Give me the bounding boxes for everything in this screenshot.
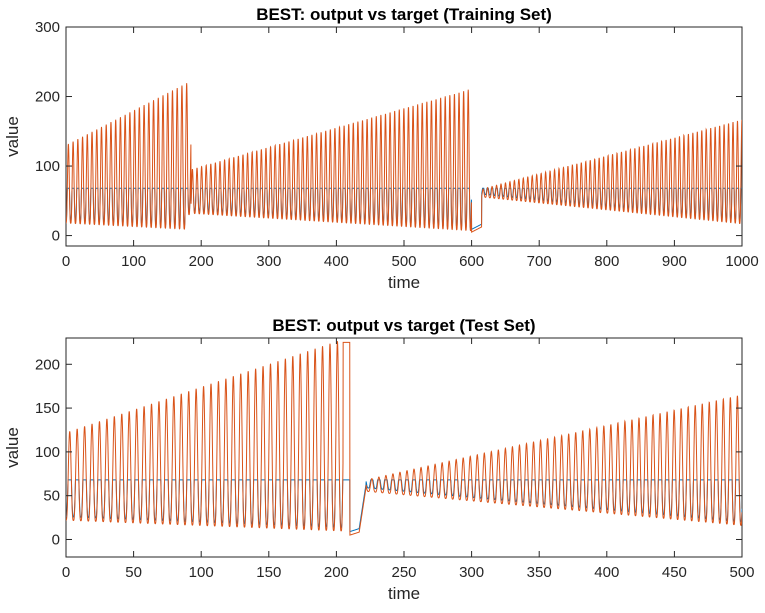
chart-title: BEST: output vs target (Test Set) bbox=[272, 316, 535, 335]
x-tick-label: 400 bbox=[594, 564, 619, 581]
y-tick-label: 150 bbox=[35, 400, 60, 417]
y-axis-label: value bbox=[3, 427, 22, 468]
x-tick-label: 500 bbox=[729, 564, 754, 581]
x-tick-label: 100 bbox=[121, 253, 146, 270]
x-tick-label: 800 bbox=[594, 253, 619, 270]
x-tick-label: 700 bbox=[527, 253, 552, 270]
y-tick-label: 50 bbox=[43, 488, 60, 505]
chart-title: BEST: output vs target (Training Set) bbox=[256, 5, 552, 24]
series-target-line bbox=[66, 83, 742, 233]
x-tick-label: 400 bbox=[324, 253, 349, 270]
x-tick-label: 200 bbox=[324, 564, 349, 581]
y-tick-label: 100 bbox=[35, 444, 60, 461]
series-target-line bbox=[66, 341, 742, 536]
y-tick-label: 0 bbox=[52, 531, 60, 548]
x-tick-label: 500 bbox=[391, 253, 416, 270]
x-tick-label: 150 bbox=[256, 564, 281, 581]
x-tick-label: 50 bbox=[125, 564, 142, 581]
y-tick-label: 100 bbox=[35, 158, 60, 175]
x-tick-label: 1000 bbox=[725, 253, 758, 270]
chart-test-set: BEST: output vs target (Test Set) time v… bbox=[3, 316, 755, 603]
chart-training-set: BEST: output vs target (Training Set) ti… bbox=[3, 5, 759, 292]
x-tick-label: 350 bbox=[527, 564, 552, 581]
x-axis-label: time bbox=[388, 584, 420, 603]
y-tick-label: 200 bbox=[35, 356, 60, 373]
x-tick-label: 450 bbox=[662, 564, 687, 581]
x-tick-label: 300 bbox=[256, 253, 281, 270]
x-tick-label: 900 bbox=[662, 253, 687, 270]
x-tick-label: 200 bbox=[189, 253, 214, 270]
y-tick-label: 300 bbox=[35, 19, 60, 36]
x-tick-label: 0 bbox=[62, 564, 70, 581]
x-tick-label: 0 bbox=[62, 253, 70, 270]
x-axis-label: time bbox=[388, 273, 420, 292]
y-tick-label: 200 bbox=[35, 89, 60, 106]
y-axis-label: value bbox=[3, 116, 22, 157]
x-tick-label: 600 bbox=[459, 253, 484, 270]
x-tick-label: 250 bbox=[391, 564, 416, 581]
x-tick-label: 100 bbox=[189, 564, 214, 581]
x-tick-label: 300 bbox=[459, 564, 484, 581]
y-tick-label: 0 bbox=[52, 228, 60, 245]
